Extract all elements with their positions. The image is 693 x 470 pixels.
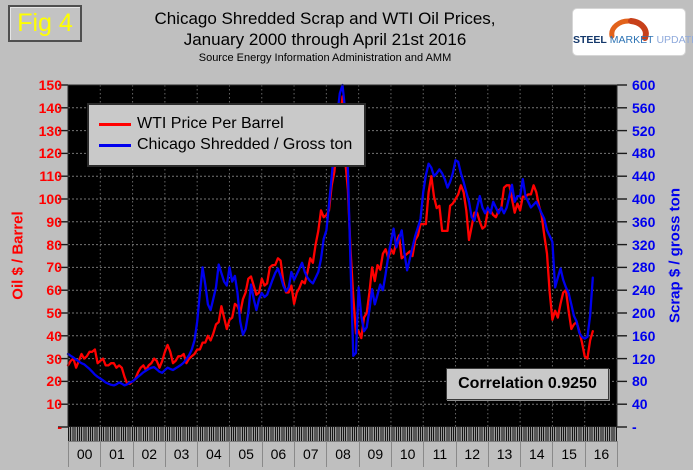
x-axis-year-label: 13 bbox=[489, 441, 522, 467]
wti-line-swatch bbox=[99, 122, 131, 126]
x-axis-year-label: 11 bbox=[424, 441, 457, 467]
left-axis-tick-label: 150 bbox=[38, 77, 62, 93]
left-axis-tick-label: 110 bbox=[39, 168, 62, 185]
legend-label-wti: WTI Price Per Barrel bbox=[137, 115, 284, 132]
title-block: Chicago Shredded Scrap and WTI Oil Price… bbox=[90, 8, 560, 66]
left-axis-tick-label: 30 bbox=[46, 350, 62, 367]
source-caption: Source Energy Information Administration… bbox=[198, 52, 452, 64]
legend-label-scrap: Chicago Shredded / Gross ton bbox=[137, 136, 353, 153]
chart-subtitle: January 2000 through April 21st 2016 bbox=[183, 30, 467, 49]
x-axis-year-label: 12 bbox=[457, 441, 489, 467]
logo-word-update: UPDATE bbox=[656, 34, 693, 46]
chart-title: Chicago Shredded Scrap and WTI Oil Price… bbox=[154, 9, 496, 28]
right-axis-tick-label: 160 bbox=[632, 327, 656, 344]
x-axis-year-label: 04 bbox=[198, 441, 231, 467]
left-axis-tick-label: 50 bbox=[46, 305, 62, 321]
right-axis-tick-label: 560 bbox=[632, 99, 656, 116]
left-axis-tick-label: 120 bbox=[38, 145, 62, 162]
logo-word-steel: STEEL bbox=[573, 34, 607, 46]
right-axis-tick-label: 240 bbox=[632, 282, 656, 299]
right-axis-tick-label: 200 bbox=[632, 305, 656, 321]
scrap-price-line bbox=[66, 83, 594, 387]
legend-item-wti: WTI Price Per Barrel bbox=[99, 115, 352, 133]
figure-number-badge: Fig 4 bbox=[8, 5, 82, 42]
left-axis-tick-label: 130 bbox=[38, 122, 62, 139]
right-axis-tick-label: 400 bbox=[632, 191, 656, 207]
minor-tick-band bbox=[68, 427, 617, 442]
logo-text: STEEL MARKET UPDATE bbox=[573, 34, 693, 46]
x-axis-year-label: 01 bbox=[101, 441, 134, 467]
x-axis-year-label: 15 bbox=[553, 441, 586, 467]
right-axis-tick-label: 120 bbox=[632, 350, 656, 367]
left-axis-tick-label: 90 bbox=[46, 213, 62, 230]
x-axis-year-label: 06 bbox=[263, 441, 296, 467]
right-axis-tick-label: 320 bbox=[632, 236, 656, 253]
right-axis-tick-label: 520 bbox=[632, 122, 656, 139]
logo-arc-icon bbox=[609, 18, 649, 41]
right-axis-tick-label: 480 bbox=[632, 145, 656, 162]
x-axis-year-label: 02 bbox=[134, 441, 166, 467]
legend-item-scrap: Chicago Shredded / Gross ton bbox=[99, 136, 352, 154]
x-axis-year-labels: 00 01 02 03 04 05 06 07 08 09 10 11 12 13 14 15 16 bbox=[68, 441, 619, 467]
x-axis-year-label: 08 bbox=[327, 441, 360, 467]
right-axis-tick-label: 360 bbox=[632, 213, 656, 230]
right-axis-tick-label: 40 bbox=[632, 396, 648, 413]
logo-word-market: MARKET bbox=[609, 34, 654, 46]
left-axis-tick-label: 100 bbox=[38, 191, 62, 207]
right-axis-tick-label: 600 bbox=[632, 77, 656, 93]
correlation-badge: Correlation 0.9250 bbox=[446, 368, 609, 400]
left-axis-tick-label: 20 bbox=[46, 373, 62, 390]
x-axis-year-label: 07 bbox=[295, 441, 328, 467]
x-axis-year-label: 03 bbox=[166, 441, 199, 467]
left-axis-tick-label: 80 bbox=[46, 236, 62, 253]
left-axis-tick-label: 70 bbox=[46, 259, 62, 276]
right-axis-tick-label: 440 bbox=[632, 168, 656, 185]
right-axis-tick-label: 280 bbox=[632, 259, 656, 276]
x-axis-year-label: 05 bbox=[230, 441, 263, 467]
right-axis-tick-label: 80 bbox=[632, 373, 648, 390]
x-axis-year-label: 00 bbox=[69, 441, 102, 467]
x-axis-year-label: 10 bbox=[392, 441, 425, 467]
left-axis-tick-label: - bbox=[57, 419, 62, 435]
legend: WTI Price Per Barrel Chicago Shredded / … bbox=[87, 103, 367, 167]
left-axis-tick-label: 40 bbox=[46, 327, 62, 344]
x-axis-year-label: 16 bbox=[586, 441, 619, 467]
left-axis-tick-label: 140 bbox=[38, 99, 62, 116]
left-axis-tick-label: 10 bbox=[46, 396, 62, 413]
left-axis-tick-label: 60 bbox=[46, 282, 62, 299]
steel-market-update-logo: STEEL MARKET UPDATE bbox=[572, 8, 693, 56]
right-axis-tick-label: - bbox=[632, 419, 637, 435]
x-axis-year-label: 09 bbox=[360, 441, 392, 467]
x-axis-year-label: 14 bbox=[521, 441, 554, 467]
scrap-line-swatch bbox=[99, 143, 131, 147]
